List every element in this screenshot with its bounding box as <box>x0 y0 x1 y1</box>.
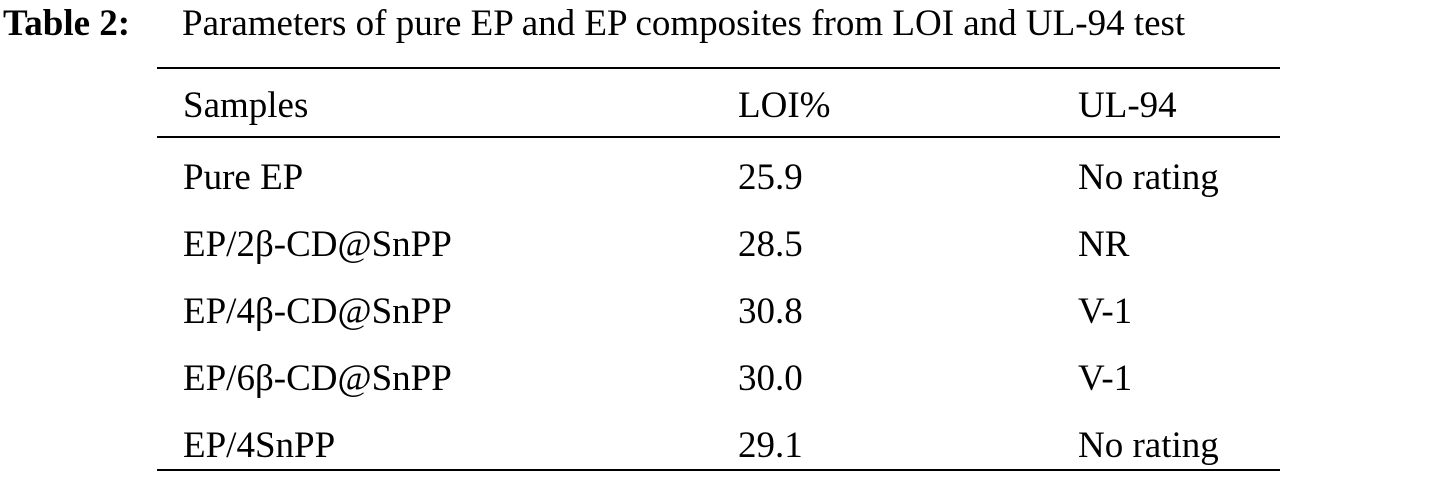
table-cell: EP/6β-CD@SnPP <box>183 358 452 399</box>
header-cell: UL-94 <box>1078 85 1177 126</box>
table-cell: No rating <box>1078 425 1219 466</box>
table-cell: 28.5 <box>738 224 803 265</box>
table-cell: V-1 <box>1078 291 1133 332</box>
caption-label: Table 2: <box>3 3 131 44</box>
table-cell: 30.0 <box>738 358 803 399</box>
table-cell: EP/2β-CD@SnPP <box>183 224 452 265</box>
table-cell: Pure EP <box>183 157 304 198</box>
table-cell: EP/4SnPP <box>183 425 336 466</box>
table-cell: V-1 <box>1078 358 1133 399</box>
header-cell: Samples <box>183 85 309 126</box>
table-cell: 25.9 <box>738 157 803 198</box>
table-cell: 29.1 <box>738 425 803 466</box>
table-cell: No rating <box>1078 157 1219 198</box>
header-rule <box>157 136 1280 138</box>
caption-text: Parameters of pure EP and EP composites … <box>182 3 1186 44</box>
header-cell: LOI% <box>738 85 831 126</box>
bottom-rule <box>157 469 1280 471</box>
table-cell: 30.8 <box>738 291 803 332</box>
table-cell: NR <box>1078 224 1130 265</box>
table-cell: EP/4β-CD@SnPP <box>183 291 452 332</box>
top-rule <box>157 67 1280 69</box>
